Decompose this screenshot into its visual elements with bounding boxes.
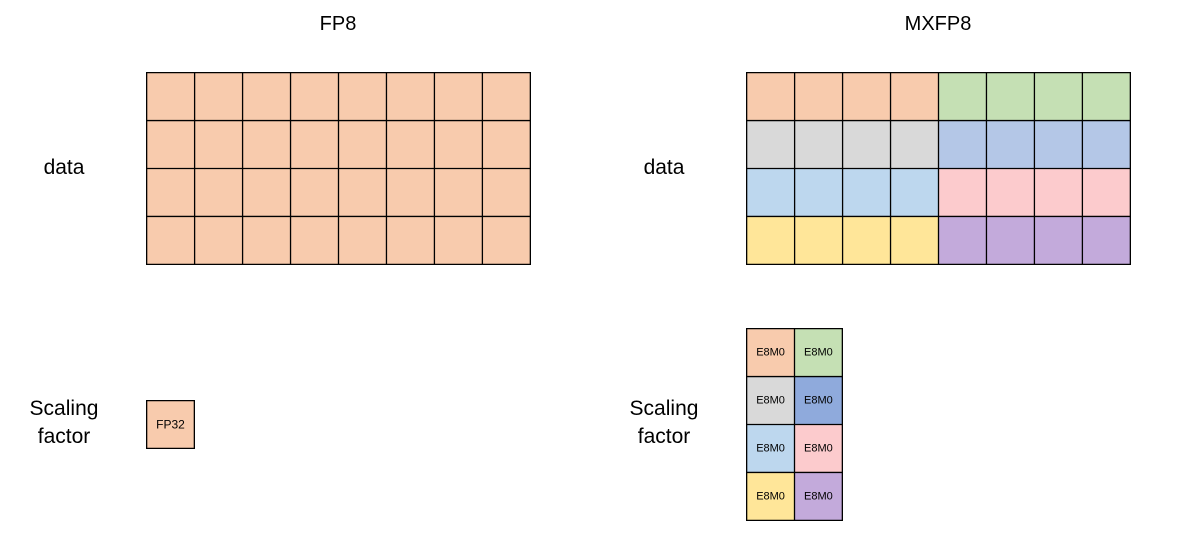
svg-text:E8M0: E8M0 [756, 442, 785, 454]
svg-text:E8M0: E8M0 [804, 442, 833, 454]
svg-text:FP32: FP32 [156, 418, 185, 432]
svg-text:E8M0: E8M0 [804, 347, 833, 359]
svg-text:E8M0: E8M0 [756, 395, 785, 407]
svg-text:E8M0: E8M0 [756, 347, 785, 359]
svg-text:E8M0: E8M0 [804, 490, 833, 502]
svg-text:E8M0: E8M0 [756, 490, 785, 502]
svg-text:E8M0: E8M0 [804, 395, 833, 407]
